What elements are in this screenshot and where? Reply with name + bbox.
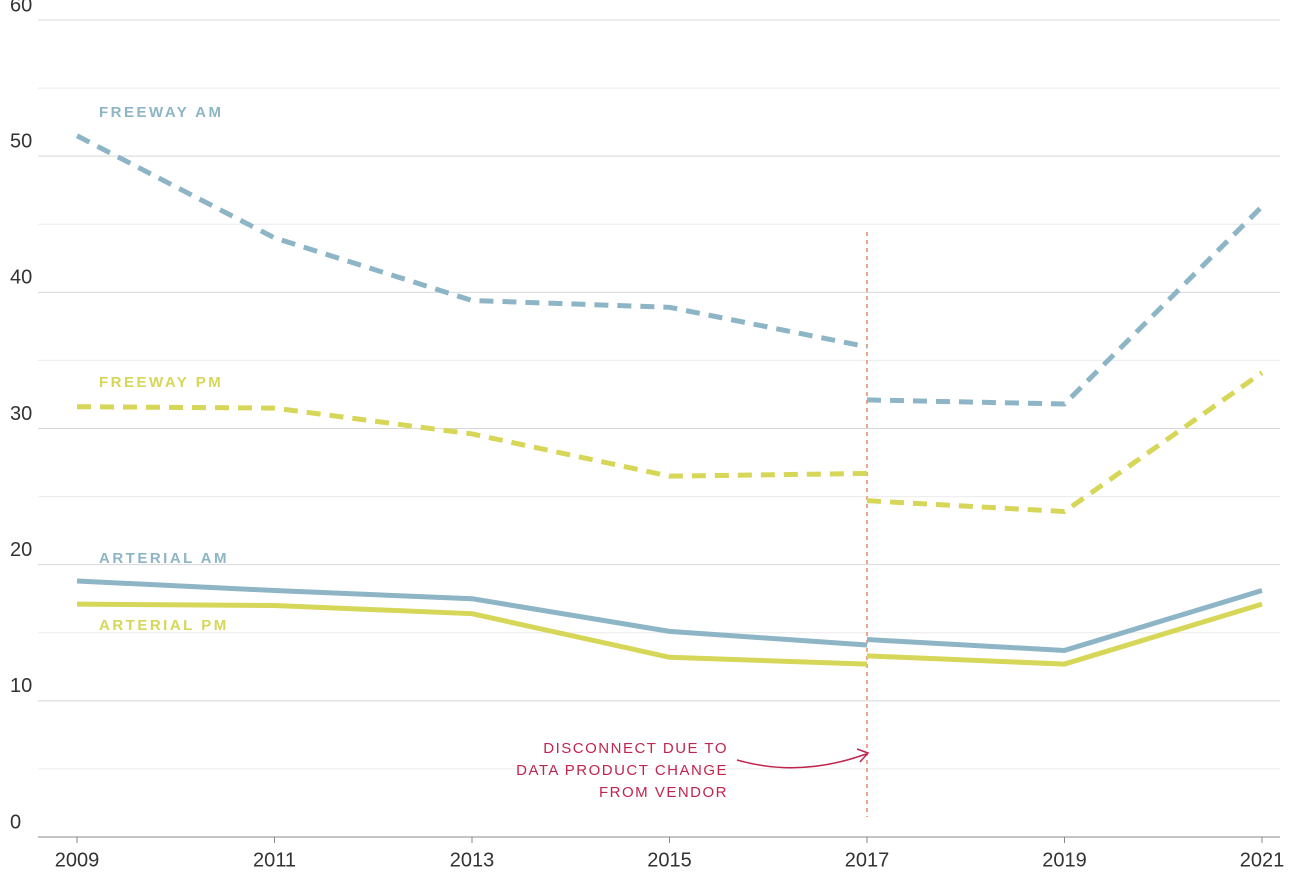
y-tick-label: 40 xyxy=(10,267,32,289)
annotation: DATA PRODUCT CHANGE xyxy=(516,762,728,779)
series-label: ARTERIAL PM xyxy=(99,617,229,634)
x-tick-label: 2019 xyxy=(1042,849,1087,871)
y-tick-label: 20 xyxy=(10,539,32,561)
series-label: FREEWAY PM xyxy=(99,374,223,391)
x-tick-label: 2021 xyxy=(1240,849,1285,871)
series-line xyxy=(76,404,868,479)
y-tick-label: 30 xyxy=(10,403,32,425)
series-line xyxy=(75,133,868,350)
series-line xyxy=(76,601,868,667)
x-tick-label: 2017 xyxy=(845,849,890,871)
y-tick-label: 60 xyxy=(10,0,32,16)
series-line xyxy=(866,588,1263,653)
x-tick-label: 2015 xyxy=(647,849,692,871)
x-tick-label: 2011 xyxy=(253,849,296,871)
series-line xyxy=(866,204,1264,407)
x-tick-label: 2009 xyxy=(55,849,100,871)
annotation: DISCONNECT DUE TO xyxy=(543,740,728,757)
series-line xyxy=(76,578,868,648)
y-tick-label: 50 xyxy=(10,130,32,152)
annotation: FROM VENDOR xyxy=(599,784,728,801)
x-tick-label: 2013 xyxy=(450,849,495,871)
y-tick-label: 0 xyxy=(10,811,21,833)
annotation-arrowhead xyxy=(856,748,870,763)
annotation-arrow xyxy=(736,753,867,769)
series-line xyxy=(866,601,1263,667)
y-tick-label: 10 xyxy=(10,675,32,697)
series-label: ARTERIAL AM xyxy=(99,550,229,567)
series-line xyxy=(866,370,1264,515)
series-label: FREEWAY AM xyxy=(99,104,223,121)
